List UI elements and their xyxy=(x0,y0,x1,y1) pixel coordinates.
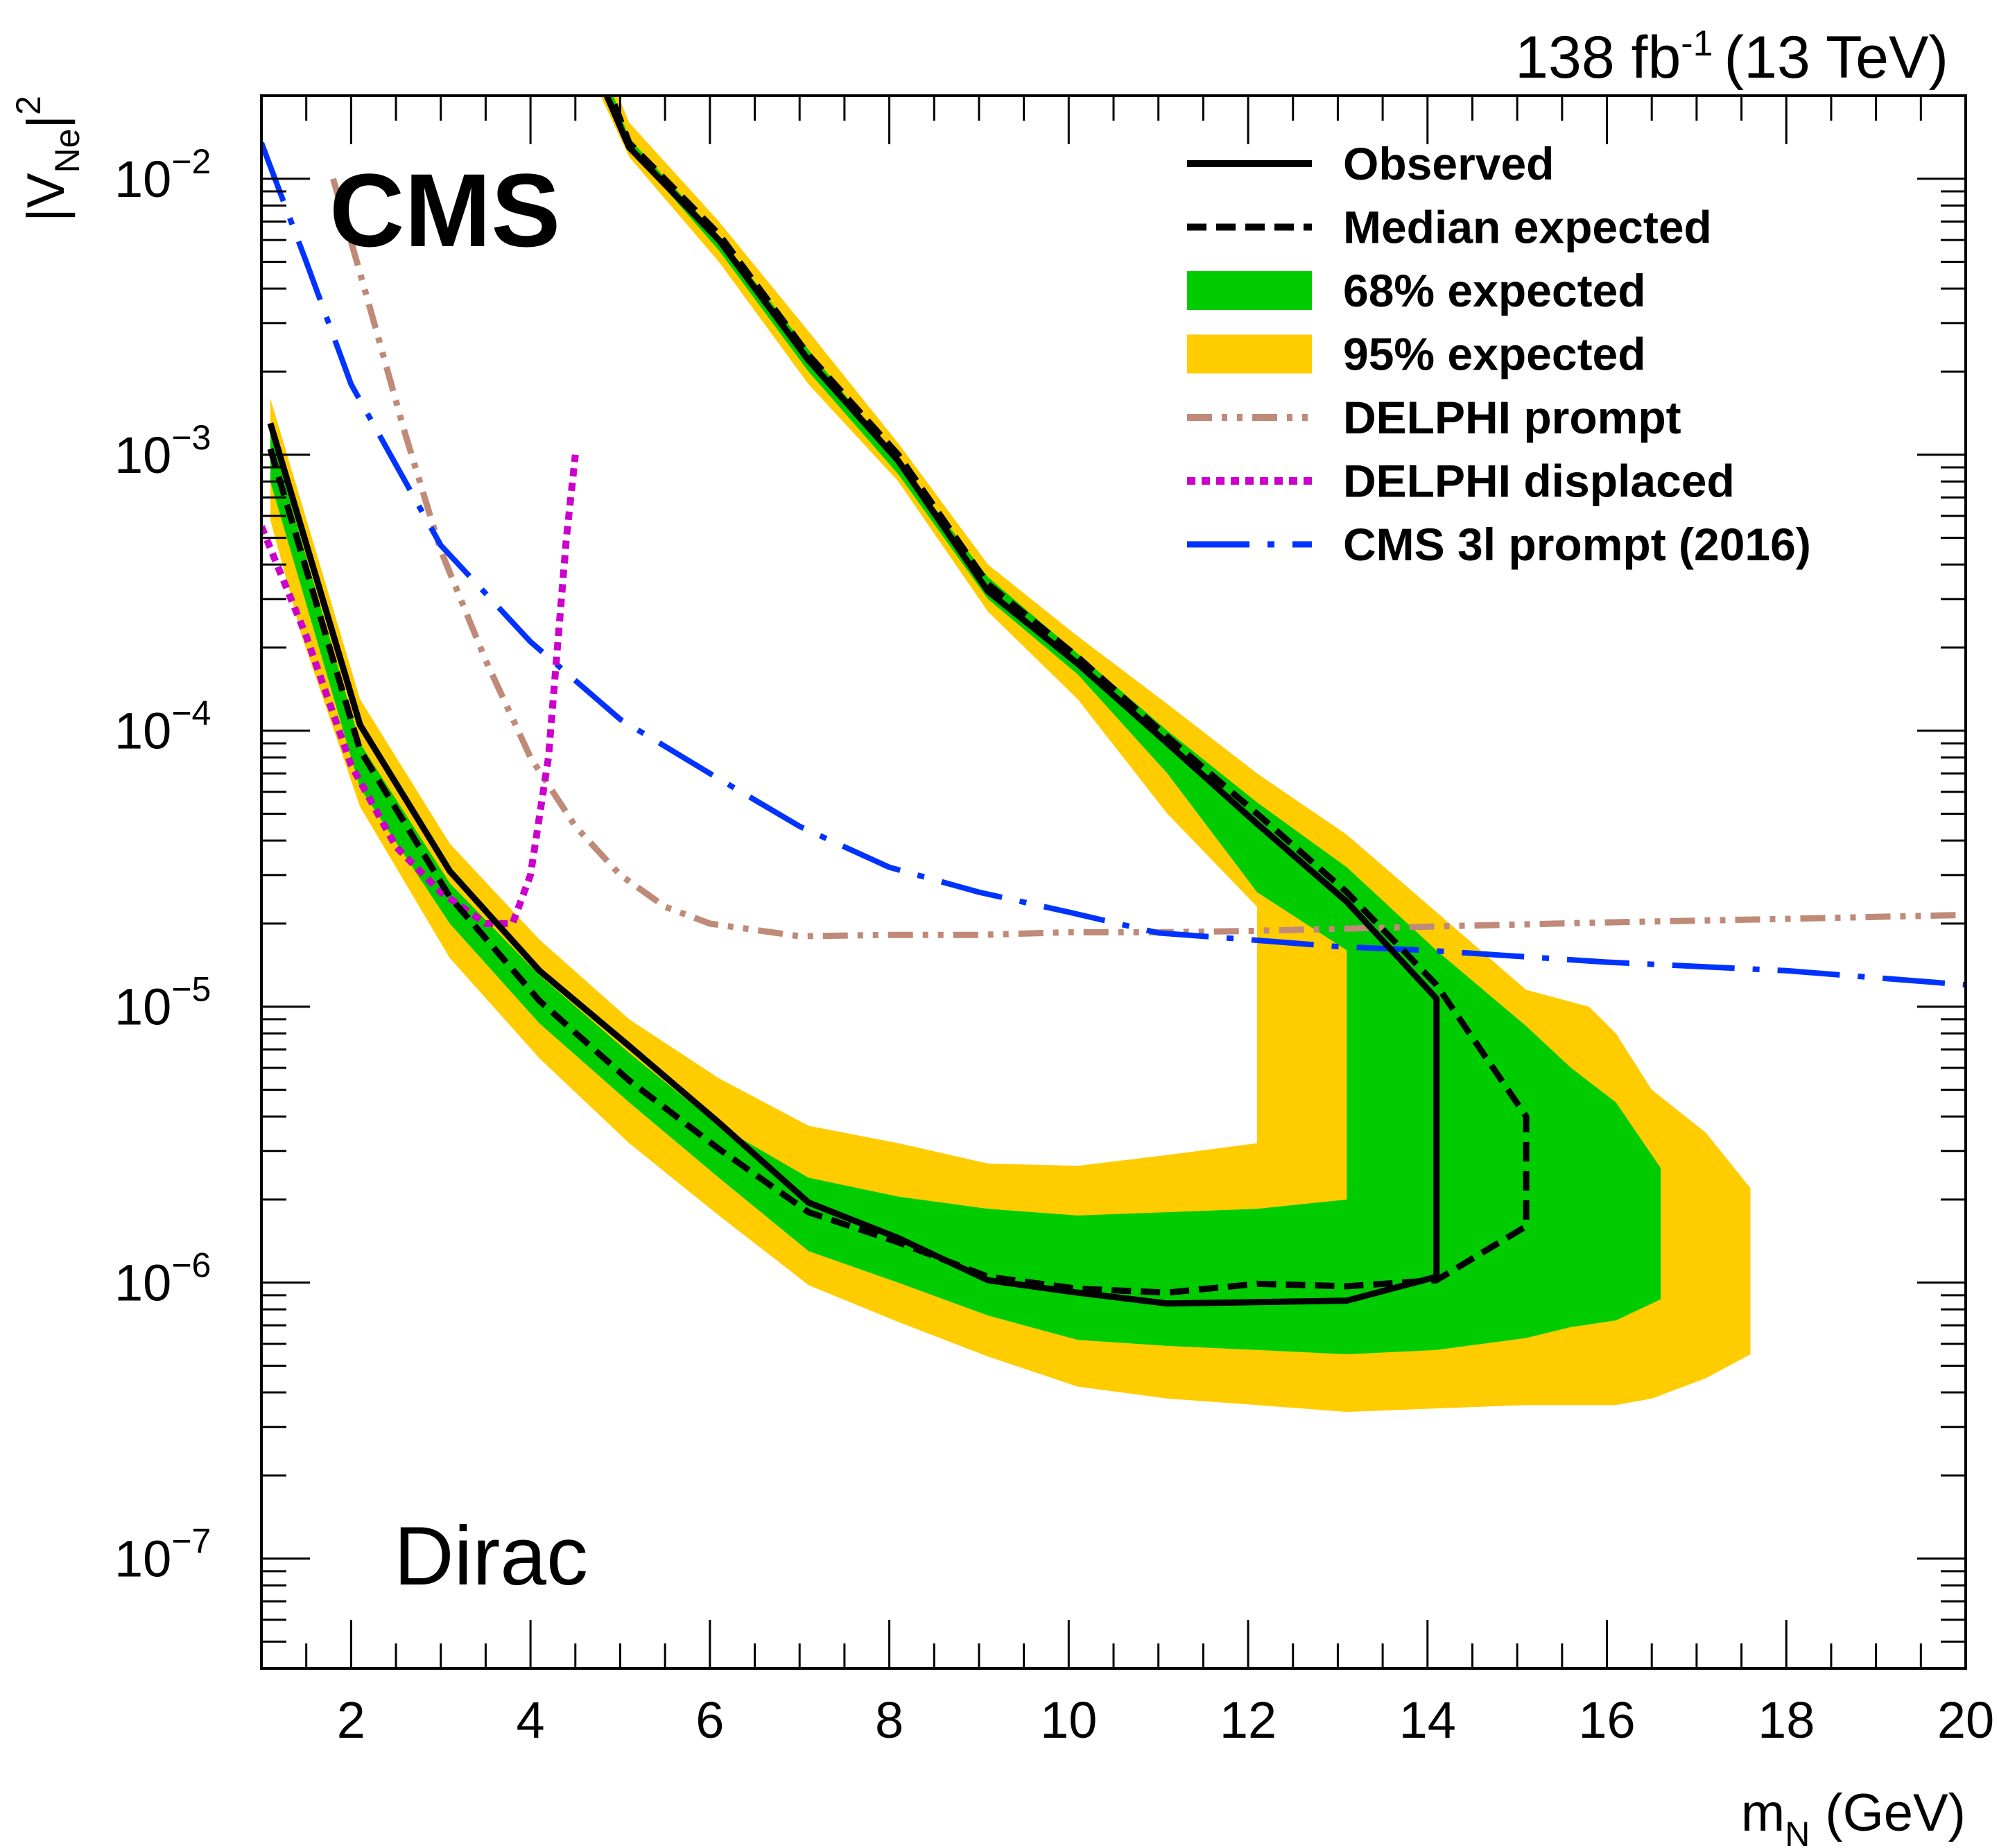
legend-label-delphi-prompt: DELPHI prompt xyxy=(1343,392,1681,443)
model-label: Dirac xyxy=(394,1510,588,1603)
lumi-value: 138 fb xyxy=(1515,24,1681,91)
x-tick-label: 6 xyxy=(695,1691,724,1749)
x-axis-title-unit: (GeV) xyxy=(1825,1784,1966,1842)
y-tick-exponent: −6 xyxy=(171,1246,211,1285)
y-axis-title-main: |V xyxy=(17,173,76,222)
y-tick-exponent: −3 xyxy=(171,418,211,457)
x-tick-label: 18 xyxy=(1758,1691,1815,1749)
y-tick-exponent: −2 xyxy=(171,142,211,181)
x-axis-title-main: m xyxy=(1741,1784,1785,1842)
y-tick-base: 10 xyxy=(114,1254,171,1312)
y-tick-base: 10 xyxy=(114,1530,171,1588)
series-line-delphi-displaced xyxy=(261,454,579,927)
lumi-energy: (13 TeV) xyxy=(1724,24,1948,91)
ticks-layer xyxy=(261,94,1966,1670)
x-tick-label: 8 xyxy=(875,1691,903,1749)
y-tick-exponent: −4 xyxy=(171,694,211,733)
y-tick-label: 10−5 xyxy=(114,970,211,1036)
x-axis-title: mN (GeV) xyxy=(1741,1784,1966,1848)
lines-layer xyxy=(261,96,1966,1307)
experiment-label: CMS xyxy=(329,152,560,268)
x-tick-label: 16 xyxy=(1578,1691,1635,1749)
y-tick-label: 10−4 xyxy=(114,694,211,760)
x-tick-label: 12 xyxy=(1220,1691,1277,1749)
y-tick-exponent: −7 xyxy=(171,1522,211,1561)
legend-label-95-expected: 95% expected xyxy=(1343,329,1646,380)
legend-label-median-expected: Median expected xyxy=(1343,202,1712,253)
x-tick-label: 20 xyxy=(1937,1691,1994,1749)
y-tick-label: 10−3 xyxy=(114,418,211,484)
y-tick-label: 10−2 xyxy=(114,142,211,208)
legend-label-68-expected: 68% expected xyxy=(1343,265,1646,316)
x-tick-label: 14 xyxy=(1399,1691,1456,1749)
y-axis-title-sup: 2 xyxy=(9,96,48,115)
y-tick-base: 10 xyxy=(114,702,171,760)
legend-label-cms-3l-prompt-2016: CMS 3l prompt (2016) xyxy=(1343,519,1811,570)
x-tick-label: 10 xyxy=(1040,1691,1097,1749)
x-axis-title-sub: N xyxy=(1785,1815,1810,1848)
y-axis-title-tail: | xyxy=(17,115,76,129)
legend-swatch-68-expected xyxy=(1187,271,1312,310)
y-tick-label: 10−7 xyxy=(114,1522,211,1588)
series-line-median-expected xyxy=(267,96,1530,1296)
legend-label-delphi-displaced: DELPHI displaced xyxy=(1343,456,1735,507)
y-tick-label: 10−6 xyxy=(114,1246,211,1312)
legend-swatch-95-expected xyxy=(1187,334,1312,374)
x-tick-label: 2 xyxy=(337,1691,365,1749)
y-tick-base: 10 xyxy=(114,426,171,484)
y-tick-base: 10 xyxy=(114,150,171,208)
legend-label-observed: Observed xyxy=(1343,138,1554,189)
series-line-delphi-prompt xyxy=(330,178,1966,940)
lumi-exponent: -1 xyxy=(1681,24,1713,64)
series-line-observed xyxy=(267,96,1440,1307)
y-tick-exponent: −5 xyxy=(171,970,211,1009)
x-tick-label: 4 xyxy=(517,1691,545,1749)
y-axis-title: |VNe|2 xyxy=(9,96,87,222)
lumi-label: 138 fb-1 (13 TeV) xyxy=(1515,24,1948,91)
plot-area xyxy=(261,96,1966,1668)
y-tick-base: 10 xyxy=(114,978,171,1036)
y-axis-title-sub: Ne xyxy=(48,129,87,173)
legend: Observed Median expected 68% expected 95% e… xyxy=(1187,138,1811,570)
